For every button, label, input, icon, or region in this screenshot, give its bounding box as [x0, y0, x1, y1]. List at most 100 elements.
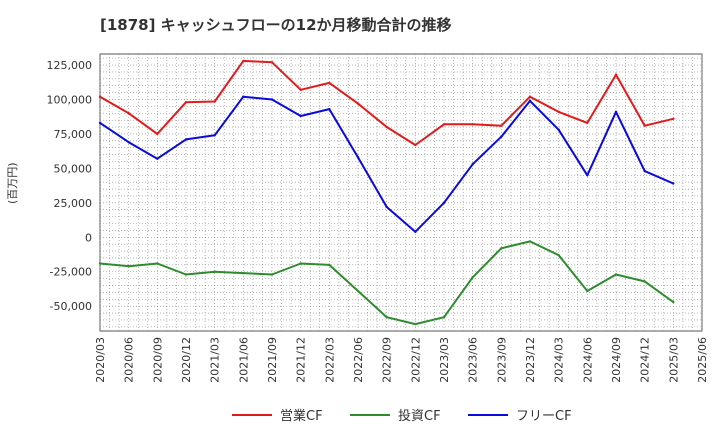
x-tick-label: 2023/03 — [438, 337, 451, 383]
data-point-0-18 — [614, 73, 618, 76]
data-point-2-6 — [270, 98, 274, 101]
x-tick-label: 2023/06 — [467, 337, 480, 383]
data-point-2-18 — [614, 110, 618, 114]
chart-title: [1878] キャッシュフローの12か月移動合計の推移 — [100, 16, 452, 34]
data-point-1-8 — [328, 263, 331, 267]
data-point-1-15 — [528, 240, 532, 243]
data-point-0-7 — [299, 88, 302, 92]
data-point-0-12 — [442, 123, 446, 126]
x-tick-label: 2021/06 — [237, 337, 250, 383]
data-point-2-4 — [213, 134, 216, 137]
data-point-2-7 — [299, 114, 302, 118]
data-point-2-2 — [156, 157, 159, 160]
data-point-0-1 — [127, 112, 130, 115]
y-tick-label: 50,000 — [54, 162, 93, 175]
x-tick-label: 2022/06 — [352, 337, 365, 383]
x-tick-label: 2024/06 — [581, 337, 594, 383]
data-point-2-8 — [328, 107, 331, 111]
data-point-2-17 — [586, 174, 589, 177]
x-tick-label: 2024/12 — [639, 337, 652, 383]
data-point-1-12 — [442, 316, 446, 319]
x-tick-label: 2023/12 — [524, 337, 537, 383]
data-point-2-14 — [500, 135, 503, 138]
data-point-0-9 — [356, 102, 360, 105]
data-point-1-5 — [242, 271, 245, 275]
x-tick-label: 2021/03 — [209, 337, 222, 383]
data-point-2-5 — [242, 95, 245, 98]
y-tick-label: 100,000 — [47, 93, 93, 106]
x-tick-label: 2025/06 — [696, 337, 709, 383]
data-point-1-16 — [557, 254, 560, 257]
data-point-0-8 — [328, 81, 331, 85]
data-point-0-3 — [184, 101, 188, 104]
x-tick-label: 2022/03 — [323, 337, 336, 383]
data-point-1-9 — [356, 289, 360, 293]
data-point-2-20 — [672, 182, 675, 185]
x-tick-label: 2022/12 — [409, 337, 422, 383]
data-point-0-0 — [98, 95, 102, 98]
data-point-2-15 — [528, 99, 532, 103]
data-point-0-15 — [528, 95, 532, 98]
data-point-1-4 — [213, 270, 216, 273]
series-line-2 — [99, 95, 674, 233]
data-point-1-18 — [614, 273, 618, 276]
data-point-1-0 — [98, 262, 102, 265]
data-point-1-17 — [586, 289, 589, 293]
x-tick-label: 2023/09 — [495, 337, 508, 383]
data-point-1-7 — [299, 262, 302, 265]
data-point-0-17 — [586, 121, 589, 125]
y-tick-label: 0 — [85, 231, 92, 244]
data-point-2-12 — [442, 201, 446, 205]
y-tick-label: -25,000 — [50, 266, 92, 279]
data-point-1-20 — [672, 300, 675, 304]
legend-label-1: 投資CF — [398, 408, 441, 424]
data-point-1-3 — [184, 273, 188, 276]
data-point-2-9 — [356, 156, 360, 159]
data-point-0-11 — [414, 143, 417, 147]
x-tick-label: 2020/03 — [94, 337, 107, 383]
data-point-2-10 — [385, 205, 388, 209]
data-point-2-3 — [184, 138, 188, 141]
x-tick-label: 2020/12 — [180, 337, 193, 383]
data-point-2-19 — [643, 169, 646, 173]
data-point-1-13 — [471, 276, 474, 279]
x-tick-label: 2020/09 — [151, 337, 164, 383]
x-tick-label: 2022/09 — [381, 337, 394, 383]
data-point-0-20 — [672, 117, 675, 120]
data-point-1-2 — [156, 262, 159, 265]
data-point-1-6 — [270, 273, 274, 276]
x-tick-label: 2021/12 — [295, 337, 308, 383]
x-tick-label: 2021/09 — [266, 337, 279, 383]
data-point-1-19 — [643, 280, 646, 283]
data-point-0-10 — [385, 125, 388, 129]
data-point-1-1 — [127, 265, 130, 268]
y-tick-label: -50,000 — [50, 300, 92, 313]
y-tick-label: 75,000 — [54, 128, 93, 141]
plot-frame — [99, 53, 703, 332]
data-point-0-13 — [471, 123, 474, 126]
data-point-0-19 — [643, 124, 646, 127]
y-tick-label: 125,000 — [47, 59, 93, 72]
data-point-1-14 — [500, 247, 503, 250]
data-point-2-11 — [414, 230, 417, 233]
x-tick-label: 2024/03 — [553, 337, 566, 383]
data-point-0-16 — [557, 110, 560, 114]
data-point-1-10 — [385, 316, 388, 319]
x-tick-label: 2024/09 — [610, 337, 623, 383]
data-point-0-2 — [156, 132, 159, 136]
x-tick-label: 2025/03 — [667, 337, 680, 383]
data-point-2-16 — [557, 128, 560, 131]
data-point-2-1 — [127, 140, 130, 144]
legend-label-0: 営業CF — [280, 408, 323, 424]
data-point-2-13 — [471, 163, 474, 166]
legend-label-2: フリーCF — [516, 409, 572, 424]
data-point-0-14 — [500, 124, 503, 127]
y-tick-label: 25,000 — [54, 197, 93, 210]
data-point-0-5 — [242, 59, 245, 63]
data-point-0-4 — [213, 100, 216, 103]
data-point-2-0 — [98, 121, 102, 125]
data-point-0-6 — [270, 61, 274, 64]
x-tick-label: 2020/06 — [123, 337, 136, 383]
data-point-1-11 — [414, 322, 417, 326]
